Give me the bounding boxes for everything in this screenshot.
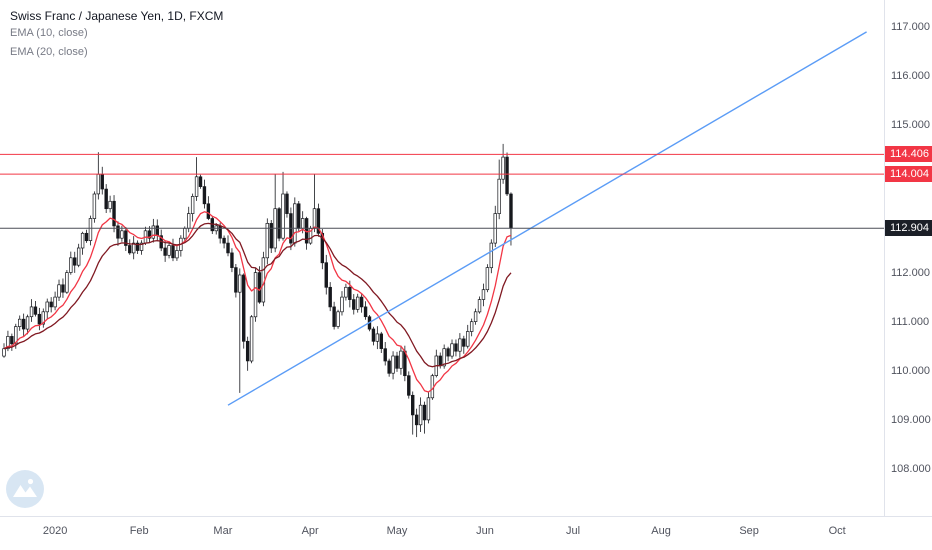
indicator-label-ema20[interactable]: EMA (20, close) (10, 46, 88, 58)
time-axis-label: Feb (129, 525, 149, 537)
time-axis-label: Aug (651, 525, 671, 537)
price-tick: 115.000 (891, 119, 930, 132)
time-axis[interactable]: 2020 Feb Mar Apr May Jun Jul Aug Sep Oct (0, 516, 932, 550)
price-tick: 112.000 (891, 266, 930, 279)
tradingview-logo-icon (6, 470, 44, 508)
chart-legend: Swiss Franc / Japanese Yen, 1D, FXCM EMA… (10, 8, 223, 62)
time-axis-label: Jun (476, 525, 494, 537)
price-tick: 110.000 (891, 364, 930, 377)
price-alert-badge: 114.004 (885, 166, 932, 183)
chart-canvas[interactable]: Swiss Franc / Japanese Yen, 1D, FXCM EMA… (0, 0, 884, 516)
time-axis-label: Oct (828, 525, 846, 537)
price-tick: 109.000 (891, 413, 931, 426)
symbol-title[interactable]: Swiss Franc / Japanese Yen, 1D, FXCM (10, 9, 224, 23)
price-alert-badge: 114.406 (885, 146, 932, 163)
price-tick: 117.000 (891, 21, 930, 33)
time-axis-label: 2020 (42, 525, 68, 537)
price-tick: 108.000 (891, 462, 931, 475)
time-axis-label: Apr (301, 525, 319, 537)
last-price-badge: 112.904 (885, 220, 932, 237)
time-axis-label: May (386, 525, 408, 537)
time-axis-label: Mar (213, 525, 233, 537)
time-axis-label: Jul (566, 525, 581, 537)
time-axis-label: Sep (739, 525, 759, 537)
price-tick: 111.000 (891, 315, 930, 328)
tradingview-logo[interactable] (6, 470, 44, 508)
indicator-label-ema10[interactable]: EMA (10, close) (10, 27, 88, 39)
candlestick-chart[interactable] (0, 0, 884, 516)
price-axis[interactable]: 117.000 116.000 115.000 112.000 111.000 110.0… (884, 0, 932, 516)
price-tick: 116.000 (891, 70, 930, 83)
